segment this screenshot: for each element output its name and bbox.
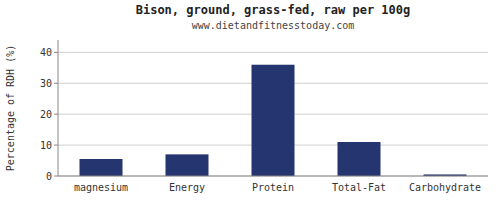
y-tick (54, 145, 58, 146)
grid-line (58, 176, 488, 177)
y-tick (54, 83, 58, 84)
bar (80, 159, 123, 176)
y-tick-label: 30 (40, 78, 52, 89)
y-axis-label: Percentage of RDH (%) (5, 45, 16, 171)
grid (58, 52, 488, 176)
x-tick-label: Energy (169, 182, 205, 193)
subtitle: www.dietandfitnesstoday.com (192, 20, 355, 31)
y-axis-line (58, 40, 59, 176)
chart-container: Bison, ground, grass-fed, raw per 100g ww… (0, 0, 500, 200)
y-tick-label: 10 (40, 140, 52, 151)
y-tick-label: 0 (46, 171, 52, 182)
bar (252, 65, 295, 176)
x-tick-label: Protein (252, 182, 294, 193)
title: Bison, ground, grass-fed, raw per 100g (136, 3, 411, 17)
y-axis: 0 10 20 30 40 (40, 40, 58, 182)
y-tick (54, 52, 58, 53)
bar (338, 142, 381, 176)
y-tick (54, 176, 58, 177)
x-tick-label: Total-Fat (332, 182, 386, 193)
y-tick-label: 20 (40, 109, 52, 120)
y-tick (54, 114, 58, 115)
x-axis: magnesium Energy Protein Total-Fat Carbohydr… (58, 176, 488, 193)
x-tick-label: magnesium (74, 182, 128, 193)
x-tick-label: Carbohydrate (409, 182, 481, 193)
x-axis-line (58, 176, 488, 177)
grid-line (58, 52, 488, 53)
bars (80, 65, 467, 176)
chart-svg: Bison, ground, grass-fed, raw per 100g ww… (0, 0, 500, 200)
y-tick-label: 40 (40, 47, 52, 58)
bar (166, 154, 209, 176)
